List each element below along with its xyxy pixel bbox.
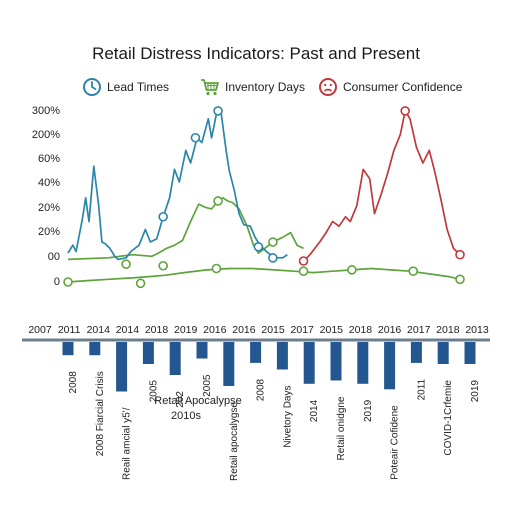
timeline-year-label: 2015 — [320, 324, 344, 336]
timeline-year-label: 2016 — [378, 324, 402, 336]
timeline-bar-label: 2014 — [309, 399, 320, 422]
timeline-year-label: 2016 — [232, 324, 256, 336]
timeline-year-label: 2014 — [87, 324, 111, 336]
timeline-bar-label: Retail apocalygse — [229, 402, 240, 481]
inventory-days-marker — [268, 237, 278, 247]
timeline-year-label: 2018 — [145, 324, 169, 336]
legend-item-consumer-confidence: Consumer Confidence — [318, 76, 462, 98]
timeline-year-label: 2011 — [58, 324, 81, 336]
timeline-year-label: 2014 — [116, 324, 140, 336]
timeline-bar — [250, 342, 262, 363]
timeline-bar — [223, 342, 235, 386]
timeline-year-label: 2018 — [436, 324, 460, 336]
annotation-retail-apocalypse: Retail Apocalypse — [154, 395, 241, 407]
timeline-bar — [116, 342, 128, 392]
consumer-confidence-line — [302, 110, 461, 262]
legend-label-lead-times: Lead Times — [107, 80, 170, 94]
y-tick-label: 60% — [38, 153, 60, 165]
inventory-days-marker — [158, 260, 168, 271]
timeline-bar — [330, 342, 342, 381]
timeline-bar — [142, 342, 154, 364]
timeline-bar — [89, 342, 101, 356]
shopping-cart-icon — [201, 79, 219, 96]
timeline-bar-label: 202 — [175, 391, 186, 408]
timeline-bar-label: 2011 — [416, 378, 427, 400]
y-tick-label: 20% — [38, 202, 60, 214]
timeline-bar-label: 2019 — [363, 399, 374, 422]
timeline-year-label: 2007 — [28, 324, 52, 336]
timeline-bar — [410, 342, 422, 363]
legend-item-lead-times: Lead Times — [82, 76, 169, 98]
inventory-days-lower-line — [67, 267, 461, 283]
timeline-year-label: 2019 — [174, 324, 198, 336]
legend: Lead Times Inventory Days Consumer Confi… — [0, 76, 512, 98]
timeline-year-label: 2016 — [203, 324, 227, 336]
inventory-days-marker — [121, 259, 131, 269]
timeline-bar-label: Reail amcial y5'/ — [122, 407, 133, 480]
inventory-days-lower-marker — [347, 265, 357, 275]
timeline-year-label: 2018 — [349, 324, 373, 336]
legend-label-consumer-confidence: Consumer Confidence — [343, 80, 463, 94]
y-tick-label: 200% — [32, 129, 60, 141]
lead-times-marker — [268, 253, 278, 263]
timeline-bar-label: Poteair Cofidene — [390, 405, 401, 480]
timeline-year-label: 2017 — [291, 324, 315, 336]
timeline-bar — [303, 342, 315, 384]
legend-label-inventory-days: Inventory Days — [225, 80, 306, 94]
lead-times-marker — [158, 211, 168, 222]
lead-times-marker — [190, 132, 201, 143]
inventory-days-lower-marker — [298, 266, 309, 277]
timeline-bar — [169, 342, 181, 375]
lead-times-marker — [253, 241, 264, 252]
timeline-bar-label: 2005 — [148, 380, 159, 403]
timeline-bar — [62, 342, 74, 356]
timeline-bar — [437, 342, 449, 364]
inventory-days-lower-marker — [408, 266, 419, 277]
timeline-bar-label: 2008 — [68, 371, 79, 394]
timeline-bar — [357, 342, 369, 384]
chart-title: Retail Distress Indicators: Past and Pre… — [92, 44, 420, 63]
timeline-year-label: 2017 — [407, 324, 431, 336]
annotation-2010s: 2010s — [171, 410, 201, 422]
clock-icon — [83, 78, 101, 96]
timeline-bar-label: 2008 — [256, 378, 267, 401]
y-tick-label: 40% — [38, 177, 60, 189]
timeline-bar-label: 2005 — [202, 374, 213, 397]
timeline-year-label: 2013 — [465, 324, 489, 336]
inventory-days-lower-marker — [135, 278, 146, 289]
timeline-bar — [196, 342, 208, 359]
y-tick-label: 0 — [54, 276, 60, 288]
consumer-confidence-marker — [455, 249, 465, 260]
legend-item-inventory-days: Inventory Days — [200, 76, 305, 98]
timeline-bar-label: COVID-1Crfemie — [443, 380, 454, 456]
sad-face-icon — [319, 78, 337, 96]
timeline-year-label: 2015 — [261, 324, 285, 336]
inventory-days-lower-marker — [63, 277, 73, 287]
y-tick-label: 00 — [48, 251, 60, 263]
consumer-confidence-marker — [298, 256, 309, 266]
timeline-bar-label: 2008 Fiarcial Crisis — [95, 371, 106, 456]
timeline-bar-label: Nivetory Days — [282, 386, 293, 448]
inventory-days-lower-marker — [211, 263, 222, 274]
timeline-bar — [276, 342, 288, 370]
timeline-bar — [384, 342, 396, 390]
timeline-bar — [464, 342, 476, 364]
consumer-confidence-marker — [400, 106, 410, 116]
inventory-days-line — [67, 196, 304, 261]
timeline-bar-label: Retail onidgne — [336, 396, 347, 460]
inventory-days-lower-marker — [455, 274, 465, 285]
lead-times-marker — [213, 106, 223, 116]
inventory-days-marker — [213, 196, 223, 206]
y-tick-label: 300% — [32, 105, 60, 117]
lead-times-line — [67, 110, 288, 261]
timeline-bar-label: 2019 — [470, 380, 481, 403]
y-tick-label: 20% — [38, 226, 60, 238]
